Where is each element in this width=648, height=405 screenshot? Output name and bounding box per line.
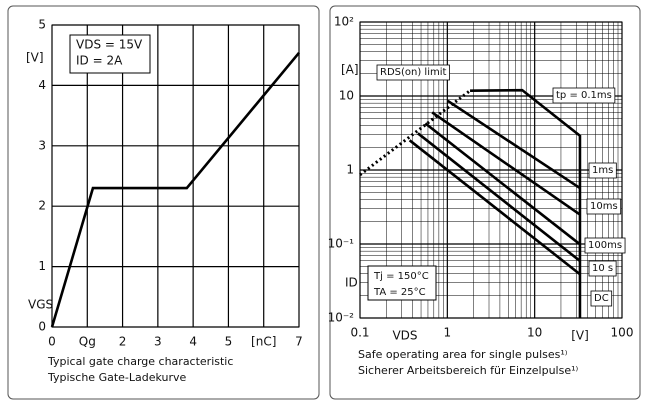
x-tick-label: Qg [79, 335, 96, 349]
series-line [417, 132, 581, 262]
caption: Safe operating area for single pulses¹⁾ [358, 348, 568, 361]
label-box [588, 260, 617, 277]
y-tick-label: 10 [339, 89, 354, 103]
y-tick-label: 0 [38, 320, 46, 334]
caption: Typical gate charge characteristic [47, 355, 233, 368]
series-line [408, 139, 581, 276]
x-tick-label: 10 [527, 326, 542, 340]
panel-frame [7, 5, 320, 400]
y-axis-label: VGS [28, 298, 53, 312]
label-box [376, 64, 450, 81]
series-label: tp = 0.1ms [556, 90, 612, 101]
y-tick-label: 3 [38, 138, 46, 152]
x-tick-label: [nC] [251, 335, 276, 349]
x-tick-label: 3 [154, 335, 162, 349]
y-axis-label: ID [345, 276, 358, 290]
series-label: RDS(on) limit [380, 67, 447, 78]
label-box [588, 162, 617, 179]
panel-frame [329, 5, 641, 400]
series-label: 100ms [588, 240, 622, 251]
caption: Sicherer Arbeitsbereich für Einzelpulse¹… [358, 364, 579, 377]
x-tick-label: 100 [611, 326, 634, 340]
series-label: 10ms [590, 201, 618, 212]
y-tick-label: 10⁻¹ [328, 237, 355, 251]
plot-area [51, 24, 300, 328]
y-tick-label: 10⁻² [328, 311, 355, 325]
x-tick-label: 7 [295, 335, 303, 349]
x-tick-label: 1 [444, 326, 452, 340]
y-tick-label: 5 [38, 18, 46, 32]
label-box [552, 87, 616, 104]
y-tick-label: 2 [38, 199, 46, 213]
y-tick-label: 4 [38, 78, 46, 92]
annotation-box [367, 265, 437, 301]
caption: Typische Gate-Ladekurve [47, 371, 187, 384]
x-tick-label: 0 [48, 335, 56, 349]
series-line [424, 122, 581, 246]
y-tick-label: 1 [346, 163, 354, 177]
annotation: VDS = 15V [76, 38, 143, 52]
annotation: TA = 25°C [373, 287, 426, 298]
y-unit: [V] [26, 51, 44, 65]
y-unit: [A] [341, 63, 359, 77]
x-tick-label: 0.1 [350, 326, 369, 340]
label-box [584, 237, 626, 254]
series-line [470, 88, 582, 318]
label-box [590, 290, 613, 307]
series-label: DC [594, 293, 609, 304]
series-line [50, 51, 301, 328]
y-tick-label: 1 [38, 259, 46, 273]
series-line [446, 99, 581, 190]
y-tick-label: 10² [334, 15, 354, 29]
x-axis-label: VDS [392, 329, 417, 343]
annotation: Tj = 150°C [373, 271, 429, 282]
label-box [586, 198, 622, 215]
series-label: 10 s [592, 263, 613, 274]
x-tick-label: 5 [225, 335, 233, 349]
annotation-box [69, 34, 151, 74]
x-tick-label: 2 [119, 335, 127, 349]
annotation: ID = 2A [76, 54, 123, 68]
series-line [431, 111, 581, 216]
x-unit: [V] [571, 329, 589, 343]
x-tick-label: 4 [189, 335, 197, 349]
series-label: 1ms [592, 165, 613, 176]
